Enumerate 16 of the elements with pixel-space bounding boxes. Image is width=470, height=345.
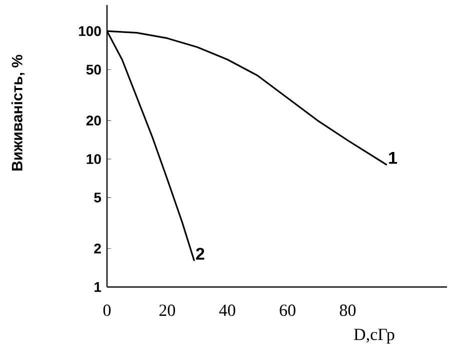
y-tick-label: 20: [86, 116, 101, 126]
x-tick-label: 20: [159, 304, 176, 316]
x-tick-label: 60: [280, 304, 296, 316]
x-axis-title: D,сГр: [354, 328, 394, 344]
series-label: 1: [389, 152, 398, 164]
x-tick-label: 40: [219, 304, 236, 316]
y-tick-label: 10: [86, 154, 101, 164]
y-tick-label: 5: [94, 192, 102, 202]
x-tick-label: 80: [340, 304, 356, 316]
y-tick-label: 50: [86, 64, 101, 75]
y-tick-label: 100: [78, 26, 101, 36]
series-label: 2: [196, 248, 204, 260]
y-tick-label: 1: [94, 282, 102, 292]
y-axis-title: Виживаність, %: [11, 54, 25, 171]
y-tick-label: 2: [94, 244, 101, 254]
x-tick-label: 0: [103, 304, 111, 316]
